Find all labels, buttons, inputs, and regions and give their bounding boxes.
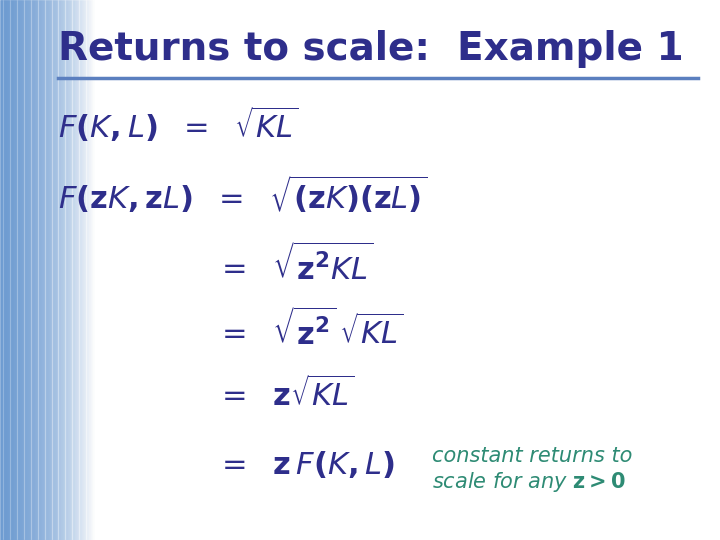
Bar xyxy=(73,0,75,540)
Bar xyxy=(14,0,15,540)
Bar xyxy=(82,0,83,540)
Bar xyxy=(58,0,60,540)
Bar xyxy=(1,0,2,540)
Bar xyxy=(22,0,23,540)
Bar xyxy=(34,0,35,540)
Text: $=$  $\mathbf{z\,\mathit{F}(\mathit{K},\mathit{L})}$: $=$ $\mathbf{z\,\mathit{F}(\mathit{K},\m… xyxy=(216,449,395,480)
Bar xyxy=(41,0,42,540)
Bar xyxy=(49,0,50,540)
Bar xyxy=(33,0,34,540)
Bar xyxy=(20,0,21,540)
Bar xyxy=(32,0,33,540)
Text: $=$  $\mathbf{\sqrt{z^2}\,\sqrt{\mathit{KL}}}$: $=$ $\mathbf{\sqrt{z^2}\,\sqrt{\mathit{K… xyxy=(216,308,403,350)
Text: Returns to scale:  Example 1: Returns to scale: Example 1 xyxy=(58,30,683,68)
Bar xyxy=(91,0,92,540)
Bar xyxy=(79,0,81,540)
Bar xyxy=(64,0,66,540)
Bar xyxy=(53,0,54,540)
Bar xyxy=(92,0,94,540)
Bar xyxy=(89,0,90,540)
Text: $=$  $\mathbf{z\sqrt{\mathit{KL}}}$: $=$ $\mathbf{z\sqrt{\mathit{KL}}}$ xyxy=(216,376,354,412)
Bar xyxy=(2,0,4,540)
Bar xyxy=(50,0,52,540)
Bar xyxy=(69,0,71,540)
Bar xyxy=(81,0,82,540)
Bar xyxy=(8,0,9,540)
Bar xyxy=(66,0,67,540)
Bar xyxy=(19,0,20,540)
Bar xyxy=(55,0,56,540)
Bar xyxy=(23,0,24,540)
Bar xyxy=(7,0,8,540)
Bar xyxy=(84,0,86,540)
Bar xyxy=(52,0,53,540)
Bar xyxy=(11,0,12,540)
Bar xyxy=(21,0,22,540)
Bar xyxy=(36,0,37,540)
Bar xyxy=(15,0,17,540)
Bar xyxy=(54,0,55,540)
Bar xyxy=(47,0,48,540)
Bar xyxy=(75,0,76,540)
Bar xyxy=(24,0,26,540)
Bar xyxy=(39,0,40,540)
Bar xyxy=(26,0,27,540)
Bar xyxy=(63,0,64,540)
Text: constant returns to
scale for any $\mathbf{z > 0}$: constant returns to scale for any $\math… xyxy=(432,446,632,494)
Bar xyxy=(28,0,30,540)
Bar xyxy=(71,0,73,540)
Bar xyxy=(40,0,41,540)
Bar xyxy=(90,0,91,540)
Bar xyxy=(78,0,80,540)
Bar xyxy=(83,0,84,540)
Text: $\mathbf{\mathit{F}(\mathit{K},\mathit{L})}$  $=$  $\mathbf{\sqrt{\mathit{KL}}}$: $\mathbf{\mathit{F}(\mathit{K},\mathit{L… xyxy=(58,104,297,144)
Bar xyxy=(60,0,62,540)
Bar xyxy=(27,0,28,540)
Bar xyxy=(37,0,39,540)
Bar xyxy=(17,0,19,540)
Bar xyxy=(76,0,77,540)
Bar xyxy=(48,0,49,540)
Text: $=$  $\mathbf{\sqrt{z^2\mathit{KL}}}$: $=$ $\mathbf{\sqrt{z^2\mathit{KL}}}$ xyxy=(216,244,374,286)
Bar xyxy=(62,0,63,540)
Bar xyxy=(0,0,1,540)
Bar xyxy=(6,0,7,540)
Bar xyxy=(45,0,47,540)
Text: $\mathbf{\mathit{F}(z\mathit{K},z\mathit{L})}$  $=$  $\mathbf{\sqrt{(z\mathit{K}: $\mathbf{\mathit{F}(z\mathit{K},z\mathit… xyxy=(58,173,427,215)
Bar xyxy=(42,0,43,540)
Bar xyxy=(68,0,69,540)
Bar xyxy=(43,0,45,540)
Bar xyxy=(67,0,68,540)
Bar xyxy=(56,0,58,540)
Bar xyxy=(9,0,11,540)
Bar xyxy=(88,0,89,540)
Bar xyxy=(30,0,32,540)
Bar xyxy=(13,0,14,540)
Bar xyxy=(77,0,78,540)
Bar xyxy=(86,0,88,540)
Bar xyxy=(35,0,36,540)
Bar xyxy=(12,0,13,540)
Bar xyxy=(5,0,6,540)
